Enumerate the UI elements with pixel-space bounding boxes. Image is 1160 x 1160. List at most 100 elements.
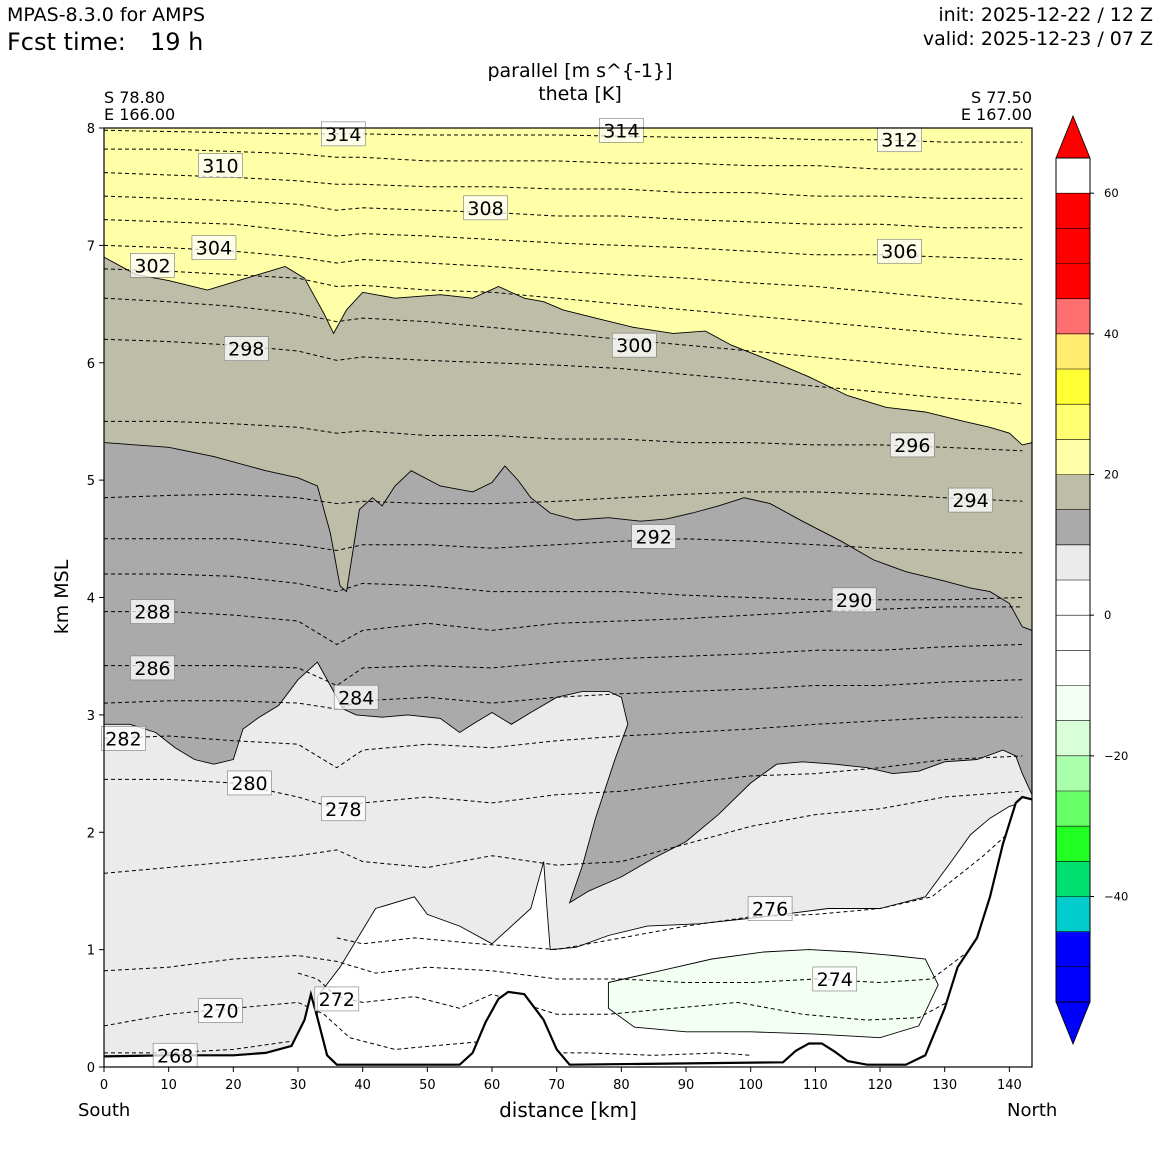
theta-label-box [747, 896, 793, 921]
direction-north: North [1007, 1100, 1058, 1121]
isentrope-line [104, 573, 1023, 601]
theta-label: 284 [333, 684, 379, 710]
colorbar-bin [1056, 791, 1090, 827]
theta-label-text: 284 [338, 687, 374, 709]
x-tick-label: 80 [613, 1078, 630, 1093]
colorbar-frame [1055, 157, 1091, 1003]
colorbar-bin [1056, 650, 1090, 686]
isentrope-line [104, 606, 1023, 646]
theta-label-text: 290 [836, 590, 872, 612]
colorbar-bin [1056, 369, 1090, 405]
colorbar-tick-label: 60 [1104, 186, 1119, 200]
theta-label-text: 300 [616, 335, 652, 357]
init-time: init: 2025-12-22 / 12 Z [938, 4, 1153, 26]
x-tick-label: 10 [160, 1078, 177, 1093]
y-tick-label: 6 [87, 357, 95, 372]
terrain-line [104, 795, 1032, 1066]
theta-label-text: 302 [134, 255, 170, 277]
theta-labels: 268 270 272 274 276 278 280 282 284 286 288 290 292 2… [101, 118, 993, 1068]
theta-label-text: 314 [603, 120, 639, 142]
theta-label-text: 292 [636, 526, 672, 548]
theta-label-box [130, 253, 175, 278]
colorbar-bin [1056, 826, 1090, 862]
theta-label: 304 [191, 235, 237, 261]
theta-label-text: 286 [134, 658, 170, 680]
x-tick-label: 110 [803, 1078, 828, 1093]
theta-label-box [890, 432, 935, 458]
theta-label-text: 310 [202, 156, 238, 178]
x-axis-label: distance [km] [499, 1098, 637, 1122]
x-tick-label: 90 [678, 1078, 695, 1093]
theta-label-box [101, 726, 146, 751]
colorbar-bin [1056, 544, 1090, 581]
right-endpoint-lat: S 77.50 [970, 88, 1032, 107]
colorbar-bin [1056, 580, 1090, 616]
colorbar-bin [1056, 861, 1090, 897]
colorbar-bin [1056, 404, 1090, 440]
theta-label-box [948, 487, 993, 513]
theta-label: 302 [130, 253, 175, 278]
y-tick-label: 1 [87, 944, 95, 959]
theta-label-box [223, 336, 269, 361]
colorbar-bin [1056, 193, 1090, 229]
theta-label-box [198, 153, 243, 178]
theta-label-text: 282 [105, 728, 141, 750]
terrain [104, 795, 1032, 1067]
theta-label-text: 276 [752, 899, 788, 921]
theta-label-text: 314 [325, 124, 361, 146]
theta-label-box [130, 655, 175, 681]
axes: 0 10 20 30 40 50 60 70 80 90 100 110 120 130 140 0 1 2 3 4 5… [87, 122, 1022, 1093]
theta-label-text: 308 [467, 198, 503, 220]
y-tick-label: 7 [87, 239, 95, 254]
isentrope-line [104, 244, 1023, 305]
colorbar-bin [1056, 896, 1090, 933]
theta-label-text: 274 [817, 969, 853, 991]
theta-label-box [463, 195, 508, 221]
y-tick-label: 3 [87, 709, 95, 724]
theta-label-text: 298 [228, 339, 264, 361]
x-tick-label: 40 [354, 1078, 371, 1093]
wind-speed-fills [104, 128, 1032, 1067]
theta-label-text: 296 [894, 435, 930, 457]
isentrope-line [104, 790, 1023, 874]
direction-south: South [78, 1100, 131, 1121]
colorbar-extend-min [1055, 1001, 1091, 1046]
theta-label: 286 [130, 655, 175, 681]
isentrope-line [104, 172, 1023, 199]
theta-label-text: 268 [157, 1045, 193, 1067]
theta-label-box [320, 121, 366, 147]
theta-label-box [314, 986, 360, 1012]
y-tick-label: 4 [87, 592, 95, 607]
colorbar-bin [1056, 720, 1090, 757]
theta-label-text: 304 [196, 238, 232, 260]
theta-label-text: 288 [134, 602, 170, 624]
theta-label-box [611, 332, 657, 358]
app-title: MPAS-8.3.0 for AMPS [7, 4, 206, 26]
colorbar-bin [1056, 685, 1090, 722]
chart-title-theta: theta [K] [538, 83, 622, 105]
x-tick-label: 60 [484, 1078, 501, 1093]
colorbar-tick-label: 20 [1104, 468, 1119, 482]
colorbar-bin [1056, 474, 1090, 511]
theta-label-box [198, 998, 243, 1023]
theta-label-box [333, 684, 379, 710]
isentrope-line [104, 268, 1023, 340]
theta-label-box [812, 966, 858, 992]
theta-label: 292 [631, 524, 676, 549]
x-tick-label: 140 [997, 1078, 1022, 1093]
theta-label: 274 [812, 966, 858, 992]
y-tick-label: 0 [87, 1061, 95, 1076]
isentrope-line [104, 129, 1023, 143]
x-tick-label: 0 [100, 1078, 108, 1093]
theta-label: 312 [877, 127, 922, 153]
x-tick-label: 50 [419, 1078, 436, 1093]
theta-isolines [104, 129, 1023, 1056]
theta-label-box [191, 235, 237, 261]
y-tick-label: 2 [87, 826, 95, 841]
theta-label: 306 [877, 238, 922, 264]
isentrope-line [104, 420, 1023, 452]
theta-label-box [877, 238, 922, 264]
theta-label-box [320, 796, 366, 822]
colorbar-tick-label: 40 [1104, 327, 1119, 341]
theta-label-box [831, 587, 877, 613]
